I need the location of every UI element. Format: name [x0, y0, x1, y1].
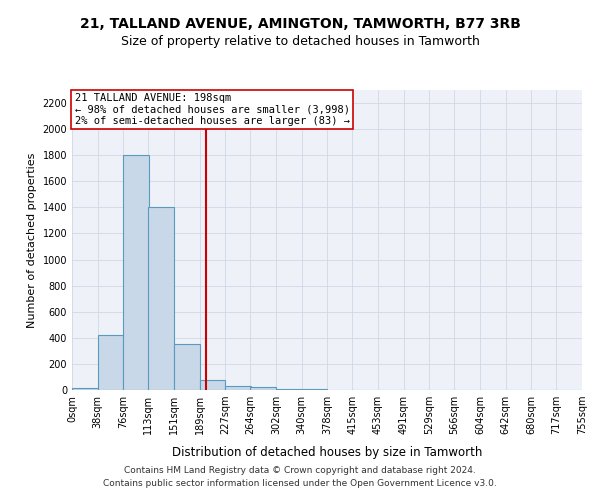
Text: 21, TALLAND AVENUE, AMINGTON, TAMWORTH, B77 3RB: 21, TALLAND AVENUE, AMINGTON, TAMWORTH, …	[80, 18, 520, 32]
Bar	[226, 386, 251, 390]
Bar	[124, 155, 149, 390]
Text: Contains HM Land Registry data © Crown copyright and database right 2024.
Contai: Contains HM Land Registry data © Crown c…	[103, 466, 497, 487]
Y-axis label: Number of detached properties: Number of detached properties	[27, 152, 37, 328]
Bar	[98, 335, 124, 390]
Bar	[72, 388, 98, 390]
Text: Size of property relative to detached houses in Tamworth: Size of property relative to detached ho…	[121, 35, 479, 48]
Bar	[276, 388, 302, 390]
Bar	[250, 388, 276, 390]
Text: 21 TALLAND AVENUE: 198sqm
← 98% of detached houses are smaller (3,998)
2% of sem: 21 TALLAND AVENUE: 198sqm ← 98% of detac…	[74, 93, 350, 126]
Text: Distribution of detached houses by size in Tamworth: Distribution of detached houses by size …	[172, 446, 482, 459]
Bar	[174, 344, 200, 390]
Bar	[200, 380, 226, 390]
Bar	[148, 208, 174, 390]
